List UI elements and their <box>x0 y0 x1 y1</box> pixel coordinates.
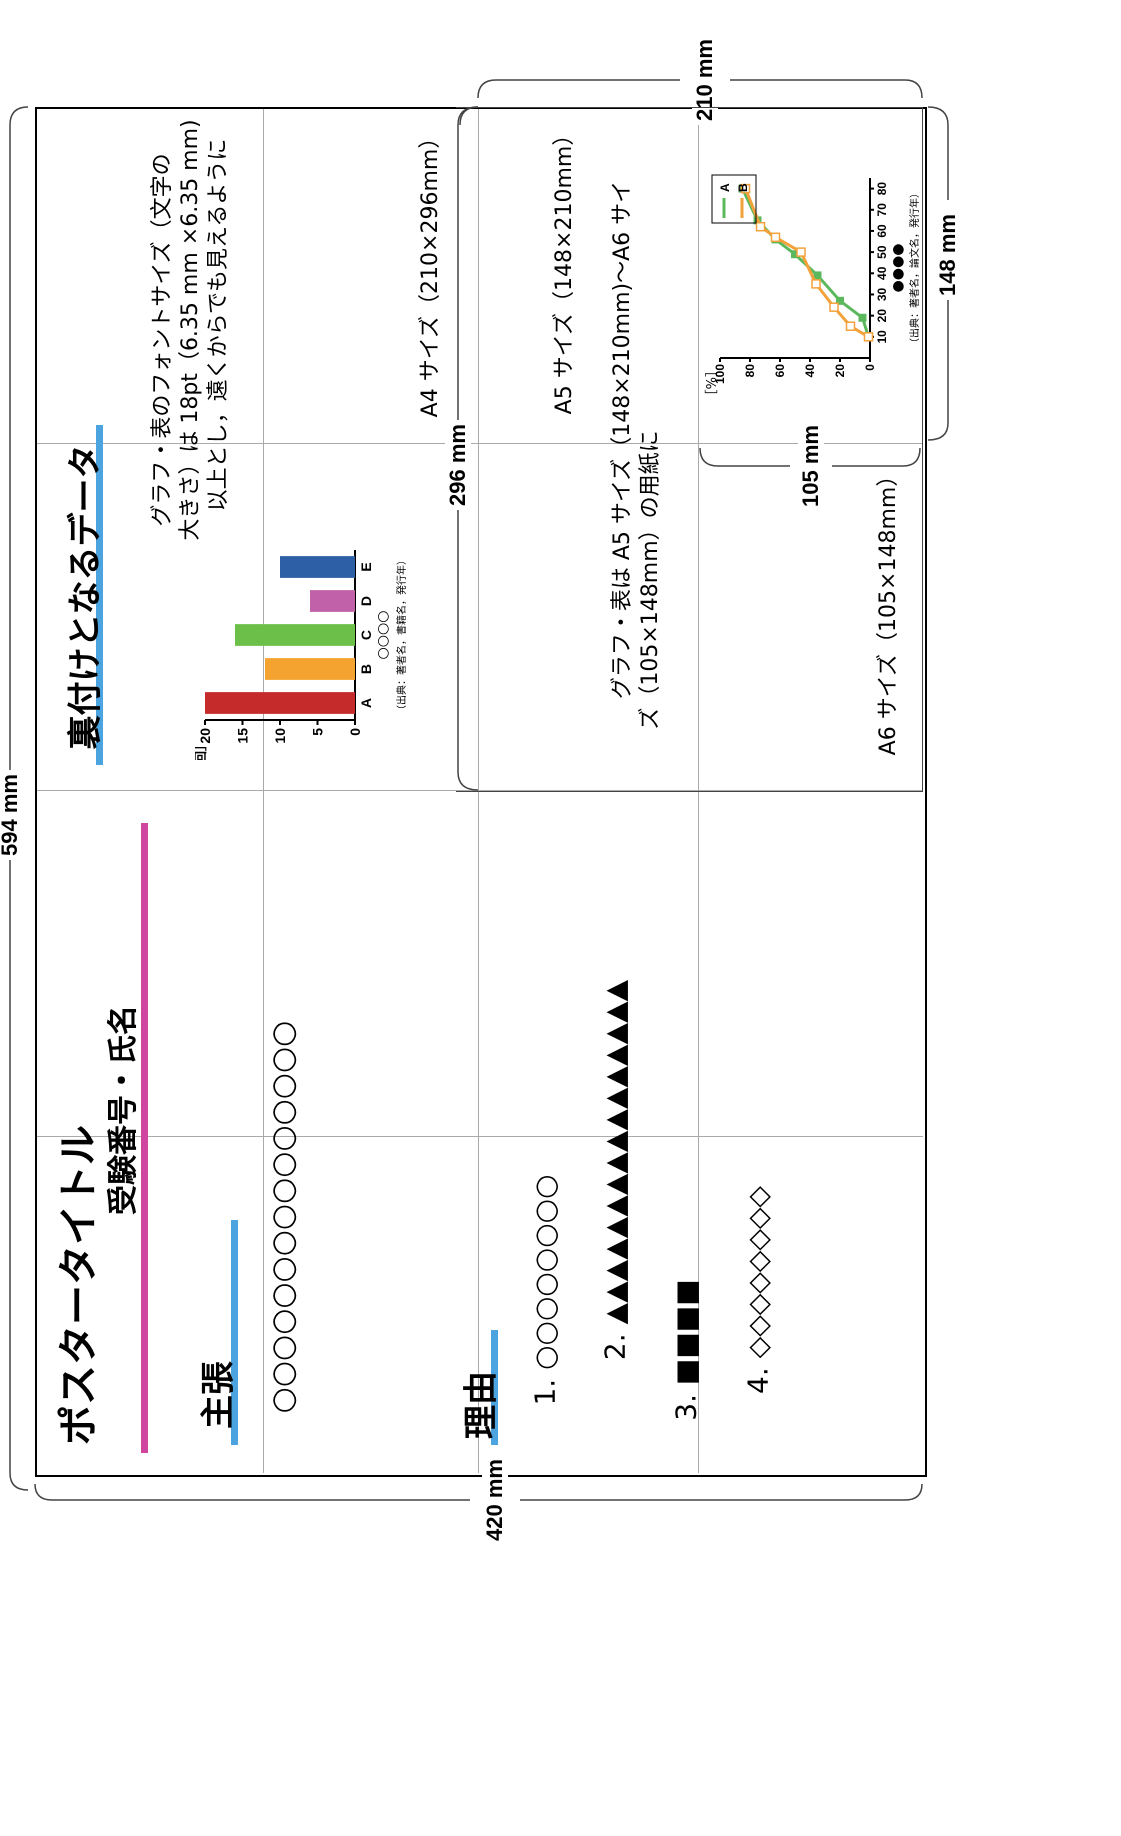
y-tick-label: 10 <box>272 728 288 744</box>
series-point-B <box>755 221 766 232</box>
x-tick-label: 10 <box>875 330 889 344</box>
a4-label: A4 サイズ（210×296mm） <box>418 126 443 418</box>
x-tick-label: 50 <box>875 245 889 259</box>
reason-item-2: 2. ▲▲▲▲▲▲▲▲▲▲▲▲▲▲▲▲ <box>598 979 632 1361</box>
poster-title: ポスタータイトル <box>56 1125 102 1445</box>
series-point-B <box>740 183 751 194</box>
series-point-B <box>829 302 839 312</box>
data-accent-bar <box>96 425 103 765</box>
x-tick-label: 30 <box>875 287 889 301</box>
x-tick-label: 20 <box>875 309 889 323</box>
series-line-B <box>744 188 870 339</box>
x-tick-label: 60 <box>875 224 889 238</box>
series-point-B <box>811 279 821 289</box>
legend-label: A <box>718 183 732 192</box>
series-point-B <box>845 321 856 331</box>
series-point-B <box>770 232 781 243</box>
y-tick-label: 20 <box>833 364 847 378</box>
a5-frame <box>456 107 923 792</box>
dim-label-420: 420 mm <box>482 1455 508 1545</box>
reason-item-1: 1. ○○○○○○○○ <box>528 1174 562 1406</box>
x-tick-label: B <box>358 664 374 674</box>
bar-chart: 0 5 10 15 20 A B C D E ○○○○ （出典：著者名，書籍名，発行年） ■■■■［回］ <box>195 550 408 760</box>
y-tick-label: 5 <box>310 728 326 736</box>
grid-line <box>37 790 923 791</box>
reason-accent-bar <box>491 1330 498 1445</box>
line-chart: 0 20 40 60 80 100 10 20 30 40 50 60 70 80 A B ●●●● （出典：著者… <box>705 174 921 398</box>
x-tick-label: C <box>358 630 374 640</box>
series-point-A <box>813 271 822 280</box>
x-axis-label: ●●●● <box>890 244 906 293</box>
x-axis-label: ○○○○ <box>375 611 391 660</box>
y-tick-label: 80 <box>743 364 757 378</box>
grid-line <box>37 443 923 444</box>
legend-box <box>711 174 757 224</box>
bar-D <box>310 590 355 612</box>
x-tick-label: 80 <box>875 182 889 196</box>
chart-source: （出典：著者名，書籍名，発行年） <box>395 555 408 715</box>
y-tick-label: 20 <box>197 728 213 744</box>
reason-item-4: 4. ◇◇◇◇◇◇◇◇ <box>741 1186 775 1394</box>
y-axis-label: □□□□［%］ <box>705 364 720 398</box>
dim-label-594: 594 mm <box>0 770 23 860</box>
y-tick-label: 0 <box>863 364 877 371</box>
data-heading: 裏付けとなるデータ <box>65 444 106 750</box>
claim-text: ○○○○○○○○○○○○○○○ <box>265 1020 301 1414</box>
bar-C <box>235 624 355 646</box>
grid-line <box>37 1136 923 1137</box>
poster-border <box>35 107 927 1477</box>
bar-A <box>205 692 355 714</box>
reason-item-3: 3. ■■■■ <box>669 1279 703 1421</box>
x-tick-label: 70 <box>875 203 889 217</box>
x-tick-label: D <box>358 596 374 606</box>
title-accent-bar <box>141 823 148 1453</box>
x-tick-label: A <box>358 698 374 708</box>
line-chart-plot: 0 20 40 60 80 100 10 20 30 40 50 60 70 80 A B ●●●● （出典：著者… <box>705 174 921 398</box>
bar-B <box>265 658 355 680</box>
series-point-B <box>863 332 874 342</box>
y-tick-label: 15 <box>235 728 251 744</box>
grid-line <box>263 109 264 1473</box>
y-axis-label: ■■■■［回］ <box>195 738 209 760</box>
bar-E <box>280 556 355 578</box>
x-tick-label: E <box>358 562 374 571</box>
series-point-B <box>796 247 806 257</box>
claim-heading: 主張 <box>198 1361 239 1429</box>
bar-chart-plot: 0 5 10 15 20 A B C D E ○○○○ （出典：著者名，書籍名，発行年） ■■■■［回］ <box>195 550 408 760</box>
chart-source: （出典：著者名，論文名，発行年） <box>908 188 921 348</box>
series-point-A <box>858 313 867 322</box>
claim-accent-bar <box>231 1220 238 1445</box>
y-tick-label: 60 <box>773 364 787 378</box>
legend-label: B <box>736 183 750 192</box>
font-note-line-3: 以上とし，遠くからでも見えるように <box>206 138 231 512</box>
y-tick-label: 100 <box>713 364 727 384</box>
y-tick-label: 40 <box>803 364 817 378</box>
x-tick-label: 40 <box>875 266 889 280</box>
y-tick-label: 0 <box>347 728 363 736</box>
poster-author: 受験番号・氏名 <box>106 1005 141 1215</box>
reason-heading: 理由 <box>461 1371 502 1439</box>
